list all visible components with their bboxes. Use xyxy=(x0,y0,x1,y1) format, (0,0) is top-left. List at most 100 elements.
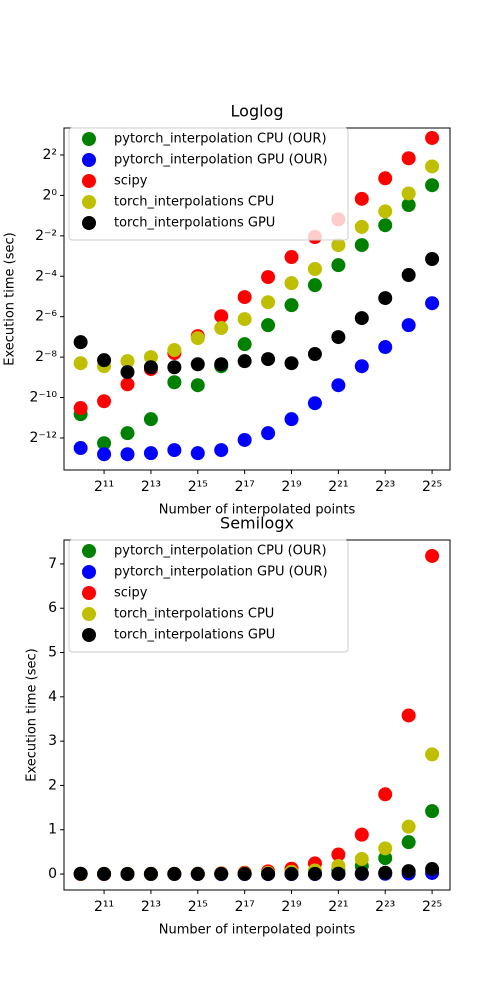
y-tick-label: 6 xyxy=(48,600,57,616)
x-tick-label: 2²⁵ xyxy=(422,899,442,915)
data-point xyxy=(378,787,393,802)
x-tick-label: 2¹³ xyxy=(141,479,161,495)
legend-marker xyxy=(82,216,96,230)
data-point xyxy=(378,841,393,856)
data-point xyxy=(425,747,440,762)
data-point xyxy=(401,186,416,201)
data-point xyxy=(284,412,299,427)
x-axis-label: Number of interpolated points xyxy=(159,503,356,518)
data-point xyxy=(73,335,88,350)
legend-label: pytorch_interpolation GPU (OUR) xyxy=(114,565,328,580)
data-point xyxy=(237,354,252,369)
data-point xyxy=(237,290,252,305)
data-point xyxy=(143,866,158,881)
data-point xyxy=(354,866,369,881)
data-point xyxy=(354,311,369,326)
data-point xyxy=(97,447,112,462)
data-point xyxy=(401,864,416,879)
data-point xyxy=(354,851,369,866)
y-tick-label: 7 xyxy=(48,556,57,572)
y-tick-label: 4 xyxy=(48,689,57,705)
data-point xyxy=(331,378,346,393)
legend-label: pytorch_interpolation GPU (OUR) xyxy=(114,153,328,168)
data-point xyxy=(425,548,440,563)
data-point xyxy=(284,356,299,371)
data-point xyxy=(401,268,416,283)
data-point xyxy=(261,270,276,285)
data-point xyxy=(331,238,346,253)
legend: pytorch_interpolation CPU (OUR) pytorch_i… xyxy=(68,539,349,653)
x-tick-label: 2²³ xyxy=(375,479,395,495)
data-point xyxy=(143,350,158,365)
data-point xyxy=(73,401,88,416)
y-tick-label: 2⁻¹⁰ xyxy=(29,390,57,406)
data-point xyxy=(120,426,135,441)
x-tick-label: 2¹⁷ xyxy=(235,479,255,495)
chart-title: Semilogx xyxy=(220,514,294,533)
data-point xyxy=(97,353,112,368)
legend-label: scipy xyxy=(114,586,148,601)
y-tick-label: 2⁰ xyxy=(42,187,57,203)
data-point xyxy=(307,278,322,293)
data-point xyxy=(120,377,135,392)
x-tick-label: 2¹⁵ xyxy=(188,899,208,915)
data-point xyxy=(354,191,369,206)
legend-marker xyxy=(82,153,96,167)
legend-marker xyxy=(82,586,96,600)
data-point xyxy=(214,357,229,372)
legend: pytorch_interpolation CPU (OUR) pytorch_i… xyxy=(68,127,349,241)
data-point xyxy=(354,359,369,374)
legend-marker xyxy=(82,132,96,146)
data-point xyxy=(167,866,182,881)
data-point xyxy=(354,219,369,234)
data-point xyxy=(425,862,440,877)
y-tick-label: 2⁻⁸ xyxy=(35,349,57,365)
x-tick-label: 2¹³ xyxy=(141,899,161,915)
y-tick-label: 2⁻¹² xyxy=(29,430,57,446)
data-point xyxy=(378,851,393,866)
data-point xyxy=(97,394,112,409)
x-tick-label: 2²³ xyxy=(375,899,395,915)
data-point xyxy=(331,866,346,881)
data-point xyxy=(237,432,252,447)
y-tick-label: 2 xyxy=(48,777,57,793)
data-point xyxy=(401,198,416,213)
data-point xyxy=(401,318,416,333)
data-point xyxy=(261,318,276,333)
legend-marker xyxy=(82,174,96,188)
legend-label: torch_interpolations CPU xyxy=(114,195,274,210)
x-tick-label: 2²¹ xyxy=(328,479,348,495)
data-point xyxy=(261,426,276,441)
data-point xyxy=(331,847,346,862)
data-point xyxy=(378,171,393,186)
y-axis-label: Execution time (sec) xyxy=(25,648,40,782)
data-point xyxy=(284,866,299,881)
data-point xyxy=(354,238,369,253)
data-point xyxy=(214,321,229,336)
legend-label: pytorch_interpolation CPU (OUR) xyxy=(114,132,327,147)
x-tick-label: 2²¹ xyxy=(328,899,348,915)
x-tick-label: 2¹⁹ xyxy=(281,899,302,915)
data-point xyxy=(167,343,182,358)
data-point xyxy=(143,446,158,461)
x-tick-label: 2¹⁵ xyxy=(188,479,208,495)
data-point xyxy=(214,443,229,458)
data-point xyxy=(401,819,416,834)
data-point xyxy=(167,375,182,390)
data-point xyxy=(401,151,416,166)
y-tick-label: 5 xyxy=(48,645,57,661)
data-point xyxy=(401,708,416,723)
data-point xyxy=(378,204,393,219)
legend-marker xyxy=(82,628,96,642)
legend-marker xyxy=(82,544,96,558)
data-point xyxy=(190,357,205,372)
data-point xyxy=(378,340,393,355)
data-point xyxy=(73,356,88,371)
legend-label: pytorch_interpolation CPU (OUR) xyxy=(114,544,327,559)
data-point xyxy=(354,827,369,842)
data-point xyxy=(97,866,112,881)
data-point xyxy=(261,352,276,367)
legend-label: scipy xyxy=(114,174,148,189)
x-axis-label: Number of interpolated points xyxy=(159,923,356,938)
data-point xyxy=(307,866,322,881)
